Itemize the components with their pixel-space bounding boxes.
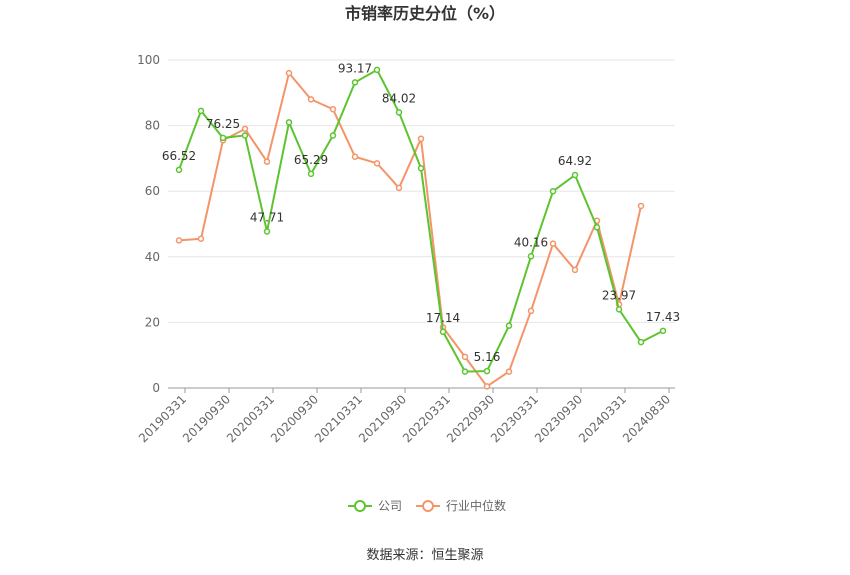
- y-tick-label: 0: [152, 381, 160, 395]
- legend-marker: [422, 500, 435, 512]
- point: [439, 328, 447, 336]
- point: [549, 240, 557, 247]
- data-label: 65.29: [294, 153, 328, 167]
- point: [175, 166, 183, 174]
- y-tick-label: 100: [137, 53, 160, 67]
- y-tick-label: 80: [145, 119, 160, 133]
- point: [263, 228, 271, 235]
- data-label: 17.14: [426, 311, 460, 325]
- legend-item: 公司: [348, 499, 402, 513]
- data-label: 47.71: [250, 211, 284, 225]
- point: [175, 237, 183, 244]
- y-tick-label: 20: [145, 315, 160, 329]
- point: [307, 170, 315, 178]
- source: 数据来源：恒生聚源: [366, 548, 483, 563]
- x-tick-label: 20240830: [620, 392, 673, 445]
- point: [263, 158, 271, 165]
- point: [241, 132, 249, 139]
- point: [527, 307, 535, 315]
- point: [395, 109, 403, 116]
- point: [351, 153, 359, 161]
- point: [461, 368, 469, 375]
- point: [637, 202, 645, 210]
- point: [307, 96, 315, 103]
- point: [351, 79, 359, 86]
- point: [329, 132, 337, 139]
- data-label: 17.43: [646, 310, 680, 324]
- legend-label: 公司: [378, 499, 402, 513]
- chart-title: 市销率历史分位（%）: [345, 4, 505, 23]
- point: [549, 187, 557, 195]
- y-tick-label: 40: [145, 250, 160, 264]
- point: [505, 368, 513, 375]
- point: [571, 266, 579, 274]
- legend-marker: [354, 500, 366, 512]
- legend-item: 行业中位数: [416, 498, 506, 513]
- point: [285, 119, 293, 126]
- data-label: 5.16: [474, 350, 501, 364]
- point: [659, 327, 667, 335]
- data-label: 64.92: [558, 154, 592, 168]
- point: [527, 253, 535, 260]
- point: [483, 383, 491, 390]
- point: [373, 160, 381, 167]
- point: [615, 306, 623, 313]
- point: [219, 134, 227, 142]
- point: [461, 353, 469, 361]
- point: [571, 171, 579, 179]
- data-label: 93.17: [338, 61, 372, 75]
- point: [373, 66, 381, 74]
- data-label: 66.52: [162, 149, 196, 163]
- point: [483, 367, 491, 375]
- legend-label: 行业中位数: [446, 498, 506, 513]
- point: [593, 224, 601, 231]
- point: [285, 69, 293, 77]
- data-label: 40.16: [514, 235, 548, 249]
- data-label: 23.97: [602, 288, 636, 302]
- data-label: 84.02: [382, 91, 416, 105]
- point: [637, 338, 645, 346]
- point: [197, 107, 205, 115]
- series-line: [178, 70, 642, 388]
- point: [197, 235, 205, 243]
- point: [329, 105, 337, 113]
- point: [505, 322, 513, 329]
- point: [417, 164, 425, 172]
- point: [241, 125, 249, 133]
- point: [417, 135, 425, 142]
- point: [395, 184, 403, 192]
- y-tick-label: 60: [145, 184, 160, 198]
- data-label: 76.25: [206, 117, 240, 131]
